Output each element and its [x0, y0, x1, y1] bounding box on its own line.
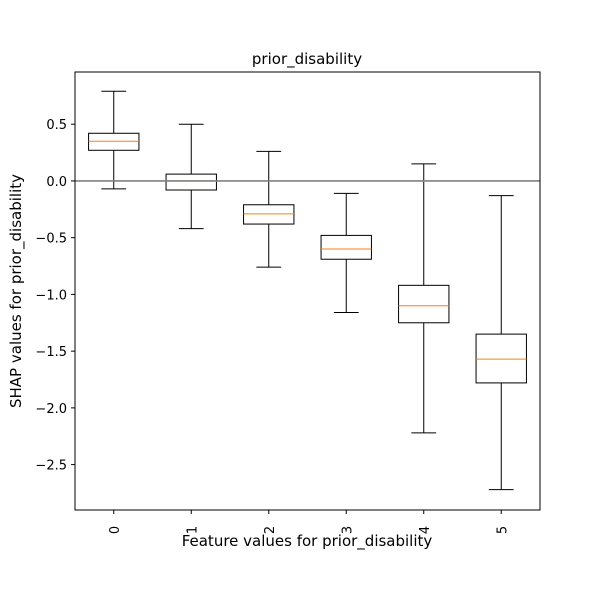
box-body — [243, 204, 295, 225]
box-1 — [165, 123, 217, 230]
y-tick-label: −2.0 — [35, 402, 67, 417]
box-body — [475, 333, 527, 384]
box-2 — [243, 150, 295, 268]
x-tick-label: 5 — [495, 526, 510, 534]
box-5 — [475, 195, 527, 491]
y-tick-label: −2.5 — [35, 459, 67, 474]
box-body — [320, 234, 372, 260]
box-body — [398, 284, 450, 324]
x-tick-label: 2 — [263, 526, 278, 534]
x-tick-label: 4 — [418, 526, 433, 534]
y-tick-label: −0.5 — [35, 232, 67, 247]
y-axis: −2.5 −2.0 −1.5 −1.0 −0.5 0.0 0.5 — [35, 118, 75, 474]
y-tick-label: 0.0 — [46, 175, 67, 190]
chart-title: prior_disability — [252, 50, 362, 69]
box-body — [88, 132, 140, 151]
x-axis: 0 1 2 3 4 5 — [108, 510, 510, 534]
box-0 — [88, 90, 140, 190]
x-tick-label: 0 — [108, 526, 123, 534]
box-body — [165, 173, 217, 191]
plot-area — [75, 90, 540, 491]
x-tick-label: 3 — [340, 526, 355, 534]
x-tick-label: 1 — [185, 526, 200, 534]
y-tick-label: −1.0 — [35, 288, 67, 303]
box-3 — [320, 192, 372, 314]
y-tick-label: 0.5 — [46, 118, 67, 133]
x-axis-label: Feature values for prior_disability — [182, 532, 433, 551]
y-axis-label: SHAP values for prior_disability — [7, 174, 26, 408]
plot-frame — [74, 71, 541, 511]
y-tick-label: −1.5 — [35, 345, 67, 360]
box-4 — [398, 163, 450, 434]
